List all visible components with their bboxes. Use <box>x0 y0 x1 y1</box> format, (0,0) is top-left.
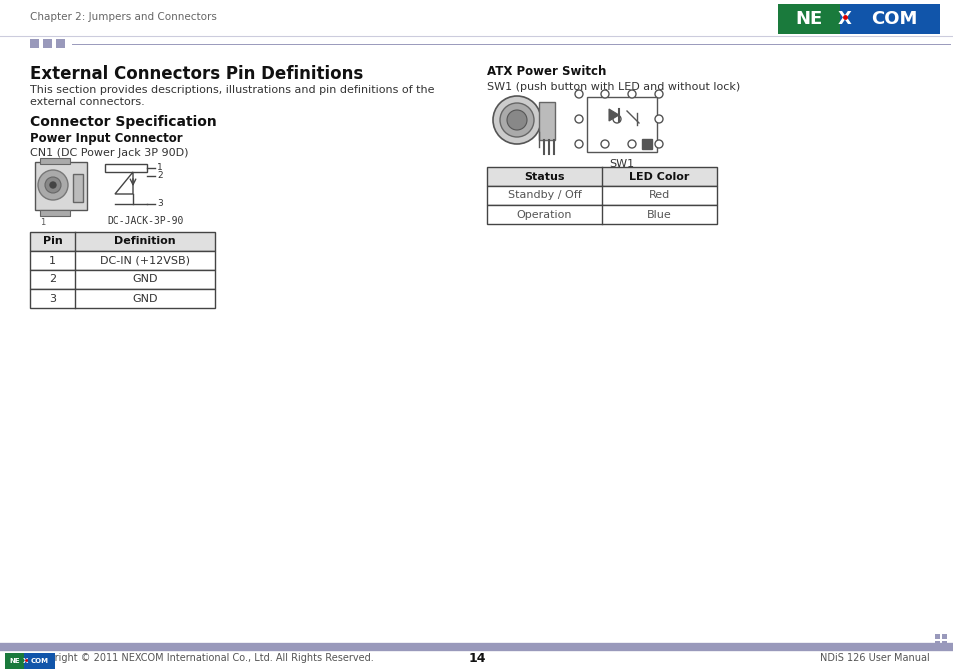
Text: Power Input Connector: Power Input Connector <box>30 132 182 145</box>
Circle shape <box>600 90 608 98</box>
Text: X: X <box>23 658 29 664</box>
Text: Standby / Off: Standby / Off <box>507 190 580 200</box>
Text: Copyright © 2011 NEXCOM International Co., Ltd. All Rights Reserved.: Copyright © 2011 NEXCOM International Co… <box>30 653 374 663</box>
Bar <box>105 164 147 172</box>
Circle shape <box>613 115 620 123</box>
Text: 14: 14 <box>468 651 485 665</box>
Text: CN1 (DC Power Jack 3P 90D): CN1 (DC Power Jack 3P 90D) <box>30 148 189 158</box>
Text: 2: 2 <box>49 274 56 284</box>
Circle shape <box>575 140 582 148</box>
Text: LED Color: LED Color <box>629 171 689 181</box>
Text: Operation: Operation <box>517 210 572 220</box>
Text: 3: 3 <box>49 294 56 304</box>
Circle shape <box>499 103 534 137</box>
Text: Connector Specification: Connector Specification <box>30 115 216 129</box>
Circle shape <box>493 96 540 144</box>
Bar <box>24 653 55 669</box>
Circle shape <box>38 170 68 200</box>
Circle shape <box>655 90 662 98</box>
Text: external connectors.: external connectors. <box>30 97 145 107</box>
Text: Blue: Blue <box>646 210 671 220</box>
Bar <box>586 97 657 152</box>
Circle shape <box>575 90 582 98</box>
Bar <box>941 634 946 639</box>
Text: DC-JACK-3P-90: DC-JACK-3P-90 <box>107 216 183 226</box>
Text: SW1 (push button with LED and without lock): SW1 (push button with LED and without lo… <box>486 82 740 92</box>
Circle shape <box>627 90 636 98</box>
Text: Pin: Pin <box>43 237 62 247</box>
Circle shape <box>45 177 61 193</box>
Bar <box>641 139 651 149</box>
Bar <box>30 289 214 308</box>
Bar <box>5 653 24 669</box>
Text: This section provides descriptions, illustrations and pin definitions of the: This section provides descriptions, illu… <box>30 85 434 95</box>
Bar <box>486 167 717 186</box>
Bar <box>30 232 214 251</box>
Circle shape <box>50 182 56 188</box>
Text: SW1: SW1 <box>609 159 634 169</box>
Text: 1: 1 <box>49 255 56 265</box>
Text: X: X <box>837 10 851 28</box>
Text: DC-IN (+12VSB): DC-IN (+12VSB) <box>100 255 190 265</box>
Text: 3: 3 <box>157 200 163 208</box>
Bar <box>839 4 939 34</box>
Bar <box>30 39 39 48</box>
Circle shape <box>627 140 636 148</box>
Bar <box>934 634 939 639</box>
Bar <box>934 641 939 646</box>
Bar <box>486 205 717 224</box>
Text: NE: NE <box>10 658 20 664</box>
Text: GND: GND <box>132 274 157 284</box>
Bar <box>56 39 65 48</box>
Circle shape <box>600 140 608 148</box>
Text: 1: 1 <box>40 218 45 227</box>
Text: Definition: Definition <box>114 237 175 247</box>
Text: COM: COM <box>871 10 917 28</box>
Text: GND: GND <box>132 294 157 304</box>
Text: Chapter 2: Jumpers and Connectors: Chapter 2: Jumpers and Connectors <box>30 12 216 22</box>
Text: 1: 1 <box>157 163 163 173</box>
Bar <box>40 210 70 216</box>
Text: 2: 2 <box>157 171 162 181</box>
Text: External Connectors Pin Definitions: External Connectors Pin Definitions <box>30 65 363 83</box>
Bar <box>941 641 946 646</box>
Bar <box>778 4 839 34</box>
Circle shape <box>655 115 662 123</box>
Text: COM: COM <box>30 658 49 664</box>
Bar <box>538 102 555 140</box>
Bar <box>35 162 87 210</box>
Text: ATX Power Switch: ATX Power Switch <box>486 65 606 78</box>
Text: NDiS 126 User Manual: NDiS 126 User Manual <box>820 653 929 663</box>
Polygon shape <box>608 109 618 121</box>
Bar <box>73 174 83 202</box>
Text: NE: NE <box>794 10 821 28</box>
Circle shape <box>655 140 662 148</box>
Text: Status: Status <box>524 171 564 181</box>
Circle shape <box>506 110 526 130</box>
Bar <box>43 39 52 48</box>
Circle shape <box>575 115 582 123</box>
Bar <box>30 270 214 289</box>
Bar <box>40 158 70 164</box>
Bar <box>486 186 717 205</box>
Bar <box>30 251 214 270</box>
Text: Red: Red <box>648 190 669 200</box>
